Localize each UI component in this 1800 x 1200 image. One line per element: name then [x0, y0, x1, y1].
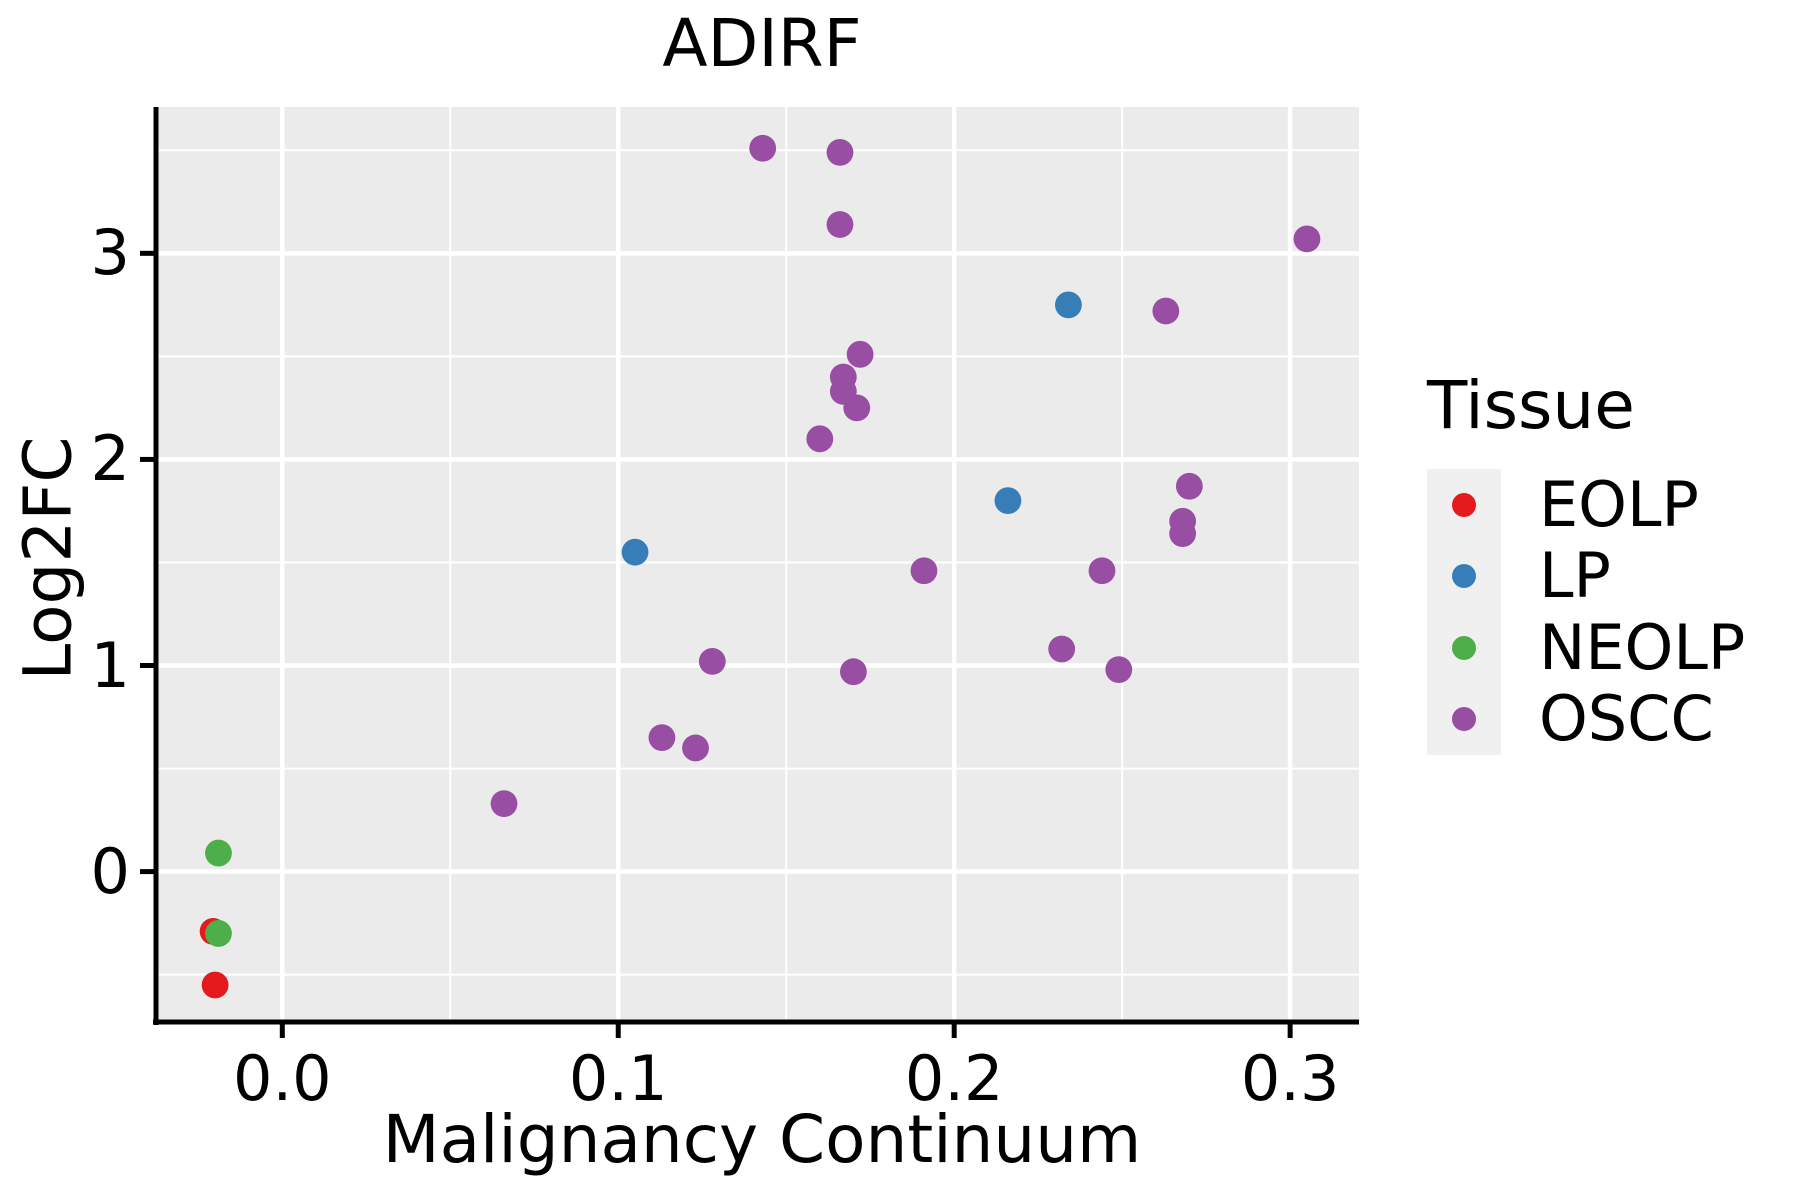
y-tick-label: 2 [90, 422, 130, 496]
data-point-oscc [806, 425, 834, 453]
plot-panel [158, 107, 1359, 1020]
data-point-oscc [826, 138, 854, 166]
data-point-oscc [826, 211, 854, 238]
legend-key-dot-neolp [1452, 635, 1476, 660]
data-point-oscc [1048, 635, 1076, 663]
data-point-oscc [648, 724, 676, 752]
data-point-lp [621, 538, 649, 566]
legend-key-dot-eolp [1452, 492, 1476, 517]
data-point-oscc [843, 394, 871, 422]
legend-label-neolp: NEOLP [1539, 610, 1746, 684]
data-point-neolp [205, 920, 232, 947]
data-point-lp [1055, 291, 1082, 319]
data-point-oscc [1105, 656, 1133, 684]
legend-label-eolp: EOLP [1539, 467, 1699, 541]
data-point-lp [994, 487, 1022, 515]
data-point-oscc [1088, 557, 1116, 585]
data-point-oscc [749, 134, 777, 162]
data-point-oscc [1169, 520, 1197, 548]
data-point-eolp [201, 971, 229, 999]
legend-title: Tissue [1427, 367, 1635, 444]
data-point-oscc [1293, 225, 1321, 253]
legend-key-dot-lp [1452, 564, 1476, 589]
legend-label-lp: LP [1539, 539, 1611, 613]
x-tick-label: 0.3 [1240, 1042, 1340, 1115]
y-tick-label: 0 [90, 834, 130, 908]
x-tick-label: 0.0 [232, 1042, 332, 1115]
data-point-oscc [490, 790, 518, 818]
data-point-oscc [698, 647, 726, 675]
data-point-oscc [840, 658, 867, 686]
x-tick-label: 0.2 [904, 1042, 1004, 1115]
data-point-oscc [1175, 472, 1203, 500]
data-point-oscc [682, 734, 709, 762]
x-axis-label: Malignancy Continuum [382, 1101, 1142, 1178]
data-point-neolp [205, 839, 232, 867]
data-point-oscc [846, 340, 874, 368]
data-point-oscc [1152, 297, 1180, 325]
y-tick-label: 1 [90, 628, 130, 702]
legend-key-dot-oscc [1452, 707, 1476, 732]
legend-label-oscc: OSCC [1539, 682, 1714, 756]
y-tick-label: 3 [90, 216, 130, 290]
legend-key-strip [1427, 469, 1501, 755]
x-tick-label: 0.1 [568, 1042, 668, 1115]
plot-title: ADIRF [662, 5, 862, 82]
data-point-oscc [910, 557, 938, 585]
